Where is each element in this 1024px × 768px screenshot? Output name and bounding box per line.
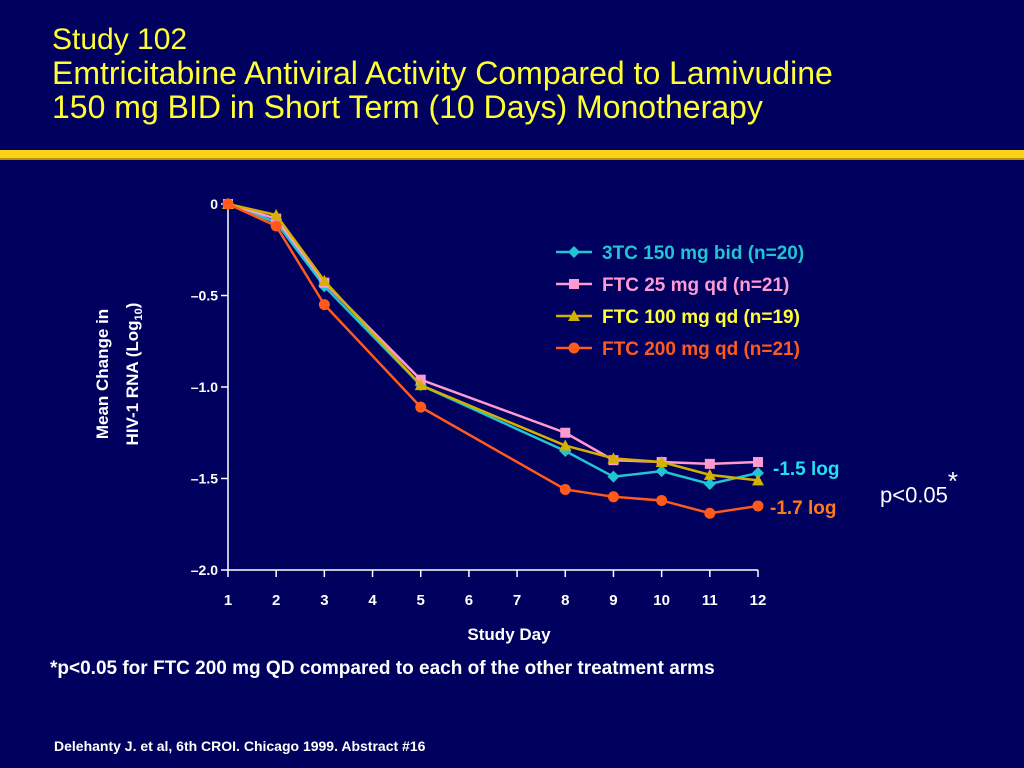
data-point <box>752 467 764 480</box>
legend-marker <box>569 279 579 289</box>
data-point <box>655 465 668 478</box>
legend-label: FTC 100 mg qd (n=19) <box>602 307 800 328</box>
annotation-ftc200: -1.7 log <box>770 498 837 519</box>
data-point <box>655 456 668 468</box>
x-tick-label: 11 <box>702 592 718 609</box>
data-point <box>752 500 764 512</box>
y-tick-label: –0.5 <box>191 288 218 304</box>
p-value-star: * <box>947 466 959 496</box>
data-point <box>559 483 571 495</box>
data-point <box>222 198 234 210</box>
slide-title-line-2: 150 mg BID in Short Term (10 Days) Monot… <box>52 89 763 125</box>
y-tick-label: 0 <box>210 196 218 212</box>
x-tick-label: 12 <box>750 592 767 609</box>
legend-label: FTC 25 mg qd (n=21) <box>602 275 789 296</box>
title-divider <box>0 150 1024 158</box>
legend-label: FTC 200 mg qd (n=21) <box>602 339 800 360</box>
x-tick-label: 2 <box>272 592 280 609</box>
data-point <box>270 208 283 220</box>
x-tick-label: 4 <box>368 592 377 609</box>
data-point <box>656 494 668 506</box>
legend-marker <box>568 342 580 354</box>
data-point <box>414 379 427 391</box>
title-divider-shadow <box>0 158 1024 160</box>
citation: Delehanty J. et al, 6th CROI. Chicago 19… <box>54 738 426 754</box>
data-point <box>560 427 571 438</box>
annotation-3tc: -1.5 log <box>773 459 840 480</box>
y-tick-label: –1.0 <box>191 379 218 395</box>
y-tick-label: –1.5 <box>191 471 218 487</box>
p-value-text: p<0.05 <box>880 482 948 508</box>
y-axis-label-line-2: HIV-1 RNA (Log10) <box>123 303 145 446</box>
p-value-label: p<0.05* <box>880 466 958 508</box>
data-point <box>559 439 572 451</box>
data-point <box>607 452 620 464</box>
data-point <box>318 274 331 286</box>
x-tick-label: 5 <box>417 592 425 609</box>
x-tick-label: 8 <box>561 592 569 609</box>
y-axis-label-line-1: Mean Change in <box>93 309 112 439</box>
data-point <box>703 477 716 490</box>
slide-title-line-1: Emtricitabine Antiviral Activity Compare… <box>52 55 833 91</box>
legend-label: 3TC 150 mg bid (n=20) <box>602 243 804 264</box>
data-point <box>752 474 764 486</box>
data-point <box>703 468 716 480</box>
legend-marker <box>568 246 580 258</box>
data-point <box>607 470 620 483</box>
data-point <box>704 507 716 519</box>
y-axis-label: Mean Change in HIV-1 RNA (Log10) <box>93 303 145 446</box>
data-point <box>318 299 330 311</box>
slide-title-study: Study 102 <box>52 23 188 56</box>
data-point <box>270 220 282 232</box>
x-axis-label: Study Day <box>467 625 551 644</box>
data-point <box>704 458 715 469</box>
data-point <box>607 491 619 503</box>
footnote: *p<0.05 for FTC 200 mg QD compared to ea… <box>50 658 715 679</box>
x-tick-label: 10 <box>653 592 670 609</box>
x-tick-label: 1 <box>224 592 232 609</box>
x-tick-label: 7 <box>513 592 521 609</box>
data-point <box>415 401 427 413</box>
title-block: Study 102 Emtricitabine Antiviral Activi… <box>52 23 833 125</box>
x-tick-label: 3 <box>320 592 328 609</box>
x-tick-label: 9 <box>609 592 617 609</box>
y-tick-label: –2.0 <box>191 562 218 578</box>
data-point <box>753 457 763 468</box>
x-tick-label: 6 <box>465 592 473 609</box>
legend-marker <box>568 310 580 321</box>
